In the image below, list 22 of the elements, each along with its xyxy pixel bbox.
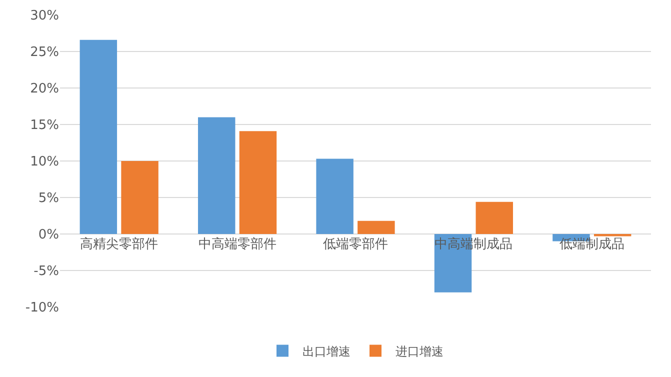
bar <box>316 158 354 234</box>
bar <box>358 220 395 234</box>
y-tick-label: -10% <box>25 300 59 316</box>
x-tick-label: 低端零部件 <box>323 237 388 252</box>
legend-label: 进口增速 <box>396 344 444 358</box>
legend-label: 出口增速 <box>302 344 350 358</box>
y-tick-label: 10% <box>30 154 59 170</box>
y-tick-label: 20% <box>30 82 59 97</box>
bar <box>476 202 513 234</box>
x-tick-label: 高精尖零部件 <box>80 236 158 252</box>
bar <box>239 131 277 234</box>
y-tick-label: -5% <box>34 264 59 280</box>
x-tick-label: 低端制成品 <box>559 237 624 252</box>
y-tick-label: 25% <box>30 45 59 60</box>
y-tick-label: 15% <box>30 118 59 134</box>
y-tick-label: 0% <box>38 228 59 243</box>
x-tick-label: 中高端零部件 <box>198 236 276 252</box>
y-tick-label: 30% <box>30 8 59 24</box>
bar <box>198 117 236 234</box>
bar <box>121 161 158 234</box>
y-tick-label: 5% <box>38 191 59 206</box>
bar <box>80 40 118 234</box>
